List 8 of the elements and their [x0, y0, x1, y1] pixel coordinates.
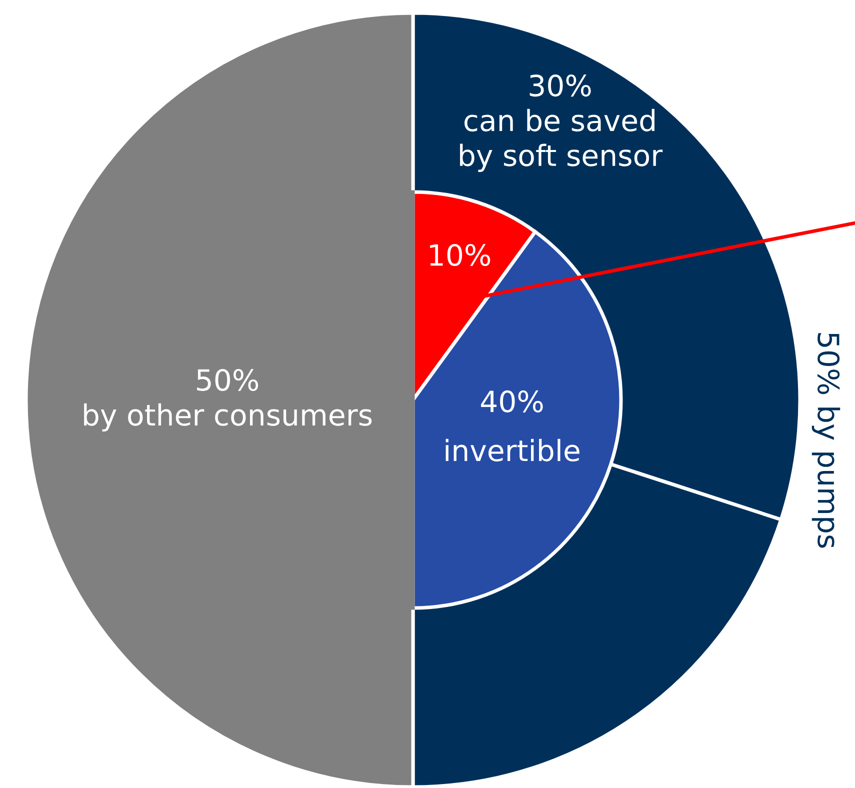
slice-label: by other consumers [84, 403, 372, 432]
text: 50% by pumps [812, 333, 840, 548]
data-label: 50% [197, 368, 258, 392]
data-label: 40% [481, 390, 543, 412]
data-label: 10% [430, 244, 490, 266]
data-label: 30% [530, 74, 591, 97]
slice-label: can be saved by soft sensor [460, 108, 663, 172]
text: invertible [446, 438, 580, 462]
